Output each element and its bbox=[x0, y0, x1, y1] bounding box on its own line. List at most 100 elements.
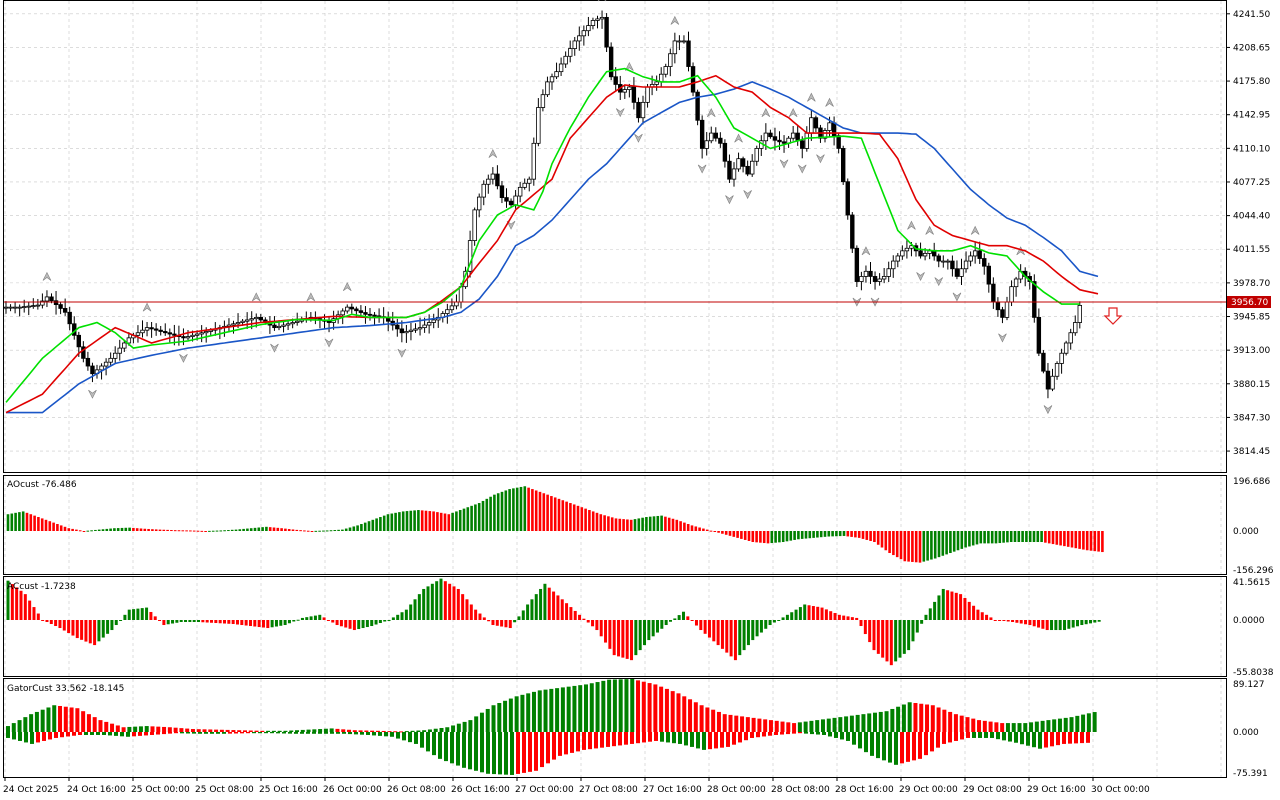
ao-bar bbox=[82, 531, 86, 532]
gator-panel[interactable] bbox=[3, 678, 1227, 778]
ao-bar bbox=[861, 531, 865, 539]
ao-bar bbox=[553, 497, 557, 531]
ao-bar bbox=[892, 531, 895, 556]
ao-bar bbox=[561, 500, 565, 531]
candle-body bbox=[35, 304, 41, 307]
ao-panel[interactable] bbox=[3, 475, 1227, 575]
ac-bar bbox=[829, 611, 833, 620]
ac-bar bbox=[305, 617, 309, 620]
candle-body bbox=[31, 305, 36, 308]
candle-body bbox=[358, 310, 364, 313]
gator-lower-bar bbox=[1050, 732, 1054, 747]
ao-bar bbox=[348, 527, 352, 531]
ao-bar bbox=[629, 519, 633, 531]
gator-upper-bar bbox=[768, 720, 773, 732]
ac-bar bbox=[556, 595, 560, 620]
ao-bar bbox=[732, 531, 736, 537]
ao-bar bbox=[458, 510, 462, 531]
ac-bar bbox=[292, 620, 296, 622]
candle-body bbox=[167, 332, 172, 335]
gator-upper-bar bbox=[1046, 720, 1051, 732]
ao-bar bbox=[1078, 531, 1081, 549]
ao-bar bbox=[607, 516, 610, 531]
gator-upper-bar bbox=[445, 727, 450, 732]
candle-body bbox=[886, 268, 891, 277]
ac-bar bbox=[907, 620, 911, 651]
gator-upper-bar bbox=[659, 686, 664, 732]
ac-bar bbox=[158, 620, 162, 621]
gator-lower-bar bbox=[264, 732, 268, 734]
ac-bar bbox=[88, 620, 92, 644]
ac-bar bbox=[777, 620, 781, 621]
candle-body bbox=[235, 322, 241, 325]
main-price-panel[interactable] bbox=[3, 0, 1227, 473]
ac-bar bbox=[651, 620, 655, 637]
ao-bar bbox=[200, 530, 204, 532]
gator-lower-bar bbox=[444, 732, 448, 762]
gator-upper-bar bbox=[214, 729, 219, 732]
candle-body bbox=[1036, 316, 1042, 354]
gator-upper-bar bbox=[497, 703, 502, 732]
ao-bar bbox=[911, 531, 914, 562]
ao-bar bbox=[455, 511, 458, 531]
gator-upper-bar bbox=[416, 730, 421, 732]
candle-body bbox=[285, 323, 291, 326]
ao-bar bbox=[979, 531, 983, 544]
ac-bar bbox=[127, 609, 131, 620]
ac-bar bbox=[326, 620, 330, 621]
gator-upper-bar bbox=[584, 684, 588, 732]
ao-bar bbox=[941, 531, 945, 556]
gator-upper-bar bbox=[699, 705, 704, 732]
time-label: 26 Oct 08:00 bbox=[387, 785, 446, 795]
gator-lower-bar bbox=[144, 732, 148, 736]
gator-upper-bar bbox=[40, 709, 45, 732]
current-price-label: 3956.70 bbox=[1231, 298, 1268, 308]
gator-lower-bar bbox=[876, 732, 880, 759]
ac-bar bbox=[348, 620, 352, 629]
gator-upper-bar bbox=[971, 718, 976, 732]
gator-upper-bar bbox=[688, 699, 693, 732]
candle-body bbox=[354, 308, 359, 312]
ao-bar bbox=[622, 519, 625, 531]
candle-body bbox=[677, 40, 682, 43]
gator-upper-bar bbox=[202, 729, 207, 732]
gator-upper-bar bbox=[670, 691, 675, 732]
candle-body bbox=[372, 314, 377, 317]
ao-bar bbox=[496, 493, 500, 531]
gator-lower-bar bbox=[174, 732, 178, 734]
gator-lower-bar bbox=[798, 732, 802, 734]
gator-lower-bar bbox=[756, 732, 760, 738]
gator-lower-bar bbox=[90, 732, 94, 735]
ao-bar bbox=[25, 512, 29, 531]
fractal-down-marker bbox=[1043, 405, 1053, 415]
gator-lower-bar bbox=[606, 732, 610, 747]
ao-panel-title: AOcust -76.486 bbox=[7, 480, 77, 490]
ao-bar bbox=[785, 531, 789, 542]
ac-bar bbox=[274, 620, 278, 627]
candle-body bbox=[1063, 342, 1069, 354]
ac-panel[interactable] bbox=[3, 576, 1227, 677]
gator-lower-bar bbox=[618, 732, 622, 746]
ac-bar bbox=[1011, 620, 1015, 623]
gator-upper-bar bbox=[994, 722, 999, 732]
ao-bar bbox=[276, 527, 280, 531]
ac-bar bbox=[71, 620, 75, 636]
candle-body bbox=[809, 117, 814, 134]
gator-upper-bar bbox=[948, 711, 953, 732]
ao-bar bbox=[1013, 531, 1017, 543]
gator-upper-bar bbox=[485, 708, 490, 732]
ao-bar bbox=[538, 491, 542, 531]
gator-lower-bar bbox=[138, 732, 142, 736]
candle-body bbox=[1000, 309, 1005, 318]
candle-body bbox=[1077, 305, 1082, 323]
gator-lower-bar bbox=[1008, 732, 1012, 742]
gator-lower-bar bbox=[150, 732, 154, 735]
price-axis: 4241.50 4208.65 4175.80 4142.95 4110.10 4077.… bbox=[1226, 10, 1270, 457]
candle-body bbox=[153, 328, 159, 331]
ao-bar bbox=[162, 529, 166, 531]
ac-bar bbox=[876, 620, 880, 654]
gator-upper-bar bbox=[1069, 717, 1074, 732]
ac-bar bbox=[513, 620, 517, 623]
ac-bar bbox=[28, 600, 32, 620]
